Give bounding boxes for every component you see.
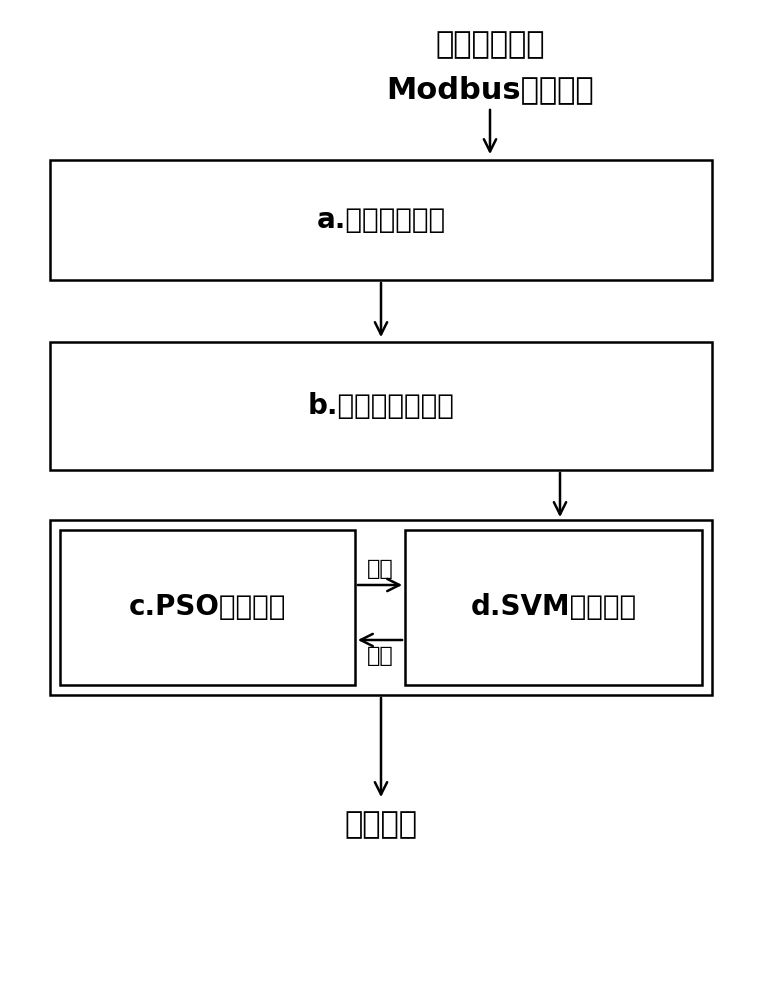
Text: a.流量采集模块: a.流量采集模块 bbox=[316, 206, 446, 234]
Text: 调用: 调用 bbox=[367, 559, 393, 579]
Text: 返回: 返回 bbox=[367, 646, 393, 666]
Bar bbox=[50, 520, 712, 695]
Text: Modbus通讯系统: Modbus通讯系统 bbox=[386, 76, 594, 104]
Bar bbox=[60, 530, 355, 685]
Text: b.数据预处理模块: b.数据预处理模块 bbox=[308, 392, 454, 420]
Text: c.PSO优化模块: c.PSO优化模块 bbox=[129, 593, 287, 621]
Text: 结果判定: 结果判定 bbox=[344, 810, 418, 840]
Bar bbox=[405, 530, 702, 685]
Bar bbox=[50, 342, 712, 470]
Text: d.SVM检测模块: d.SVM检测模块 bbox=[470, 593, 636, 621]
Text: 工业控制系统: 工业控制系统 bbox=[435, 30, 545, 60]
Bar bbox=[50, 160, 712, 280]
